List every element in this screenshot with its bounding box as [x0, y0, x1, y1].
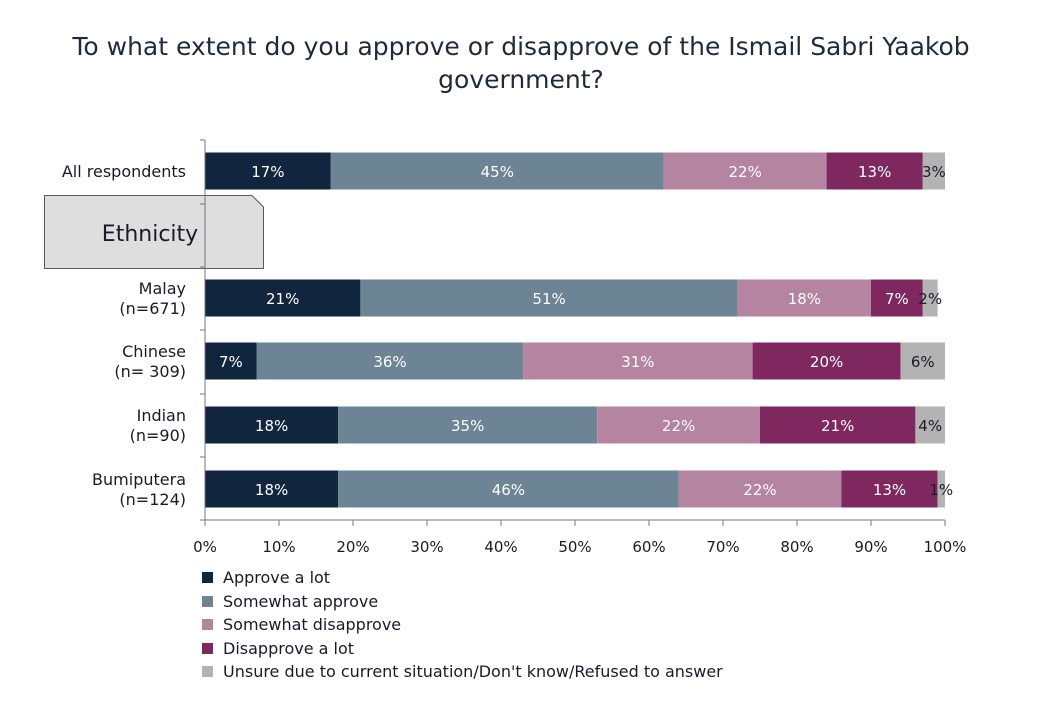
x-tick-label: 100% — [924, 538, 967, 556]
bar-segment — [205, 152, 331, 190]
bar-segment — [760, 406, 916, 444]
data-label: 4% — [918, 417, 942, 435]
bar-segment — [256, 342, 524, 380]
legend-item: Unsure due to current situation/Don't kn… — [202, 660, 723, 684]
bar-segment — [663, 152, 827, 190]
legend-label: Approve a lot — [223, 568, 331, 587]
category-label: Bumiputera — [92, 470, 186, 489]
category-label: Malay — [139, 279, 186, 298]
bar-segment — [826, 152, 923, 190]
data-label: 46% — [492, 481, 525, 499]
data-label: 22% — [743, 481, 776, 499]
bar-segment — [338, 470, 679, 508]
legend-swatch — [202, 595, 213, 607]
legend-item: Somewhat disapprove — [202, 613, 723, 637]
legend-label: Somewhat approve — [223, 591, 379, 611]
bar-segment — [737, 279, 871, 317]
data-label: 18% — [788, 290, 821, 308]
data-label: 13% — [873, 481, 906, 499]
category-label: All respondents — [62, 162, 186, 181]
data-label: 31% — [621, 353, 654, 371]
bar-segment — [841, 470, 938, 508]
data-label: 1% — [929, 481, 953, 499]
bar-segment — [205, 279, 361, 317]
x-tick-label: 30% — [410, 538, 443, 556]
x-tick-label: 90% — [854, 538, 887, 556]
x-tick-label: 80% — [780, 538, 813, 556]
data-label: 45% — [481, 163, 514, 181]
bar-segment — [360, 279, 738, 317]
data-label: 18% — [255, 481, 288, 499]
legend-item: Disapprove a lot — [202, 637, 723, 661]
data-label: 2% — [918, 290, 942, 308]
category-label: (n=124) — [119, 490, 186, 509]
legend-label: Disapprove a lot — [223, 638, 355, 658]
legend: Approve a lot Somewhat approve Somewhat di… — [202, 566, 723, 684]
category-label: Indian — [137, 406, 186, 425]
chart-title-line-2: government? — [438, 65, 604, 94]
data-label: 20% — [810, 353, 843, 371]
legend-swatch — [202, 666, 213, 678]
section-tab-label: Ethnicity — [101, 222, 199, 247]
bar-segment — [597, 406, 760, 444]
section-tab — [44, 195, 264, 269]
bar-segment — [922, 279, 938, 317]
data-label: 35% — [451, 417, 484, 435]
data-label: 21% — [821, 417, 854, 435]
x-tick-label: 40% — [484, 538, 517, 556]
bar-segment — [205, 470, 339, 508]
legend-item: Somewhat approve — [202, 590, 723, 614]
x-tick-label: 10% — [262, 538, 295, 556]
bar-segment — [915, 406, 945, 444]
chart-title-line-1: To what extent do you approve or disappr… — [72, 32, 970, 61]
data-label: 6% — [911, 353, 935, 371]
data-label: 7% — [219, 353, 243, 371]
category-label: Chinese — [122, 342, 186, 361]
bar-segment — [523, 342, 753, 380]
bar-segment — [205, 406, 339, 444]
data-label: 3% — [922, 163, 946, 181]
data-label: 22% — [662, 417, 695, 435]
category-label: (n=90) — [130, 426, 186, 445]
bar-segment — [871, 279, 923, 317]
data-label: 13% — [858, 163, 891, 181]
data-label: 21% — [266, 290, 299, 308]
x-tick-label: 70% — [706, 538, 739, 556]
legend-label: Somewhat disapprove — [223, 615, 402, 634]
category-label: (n= 309) — [114, 362, 186, 381]
x-tick-label: 0% — [193, 538, 217, 556]
legend-label: Unsure due to current situation/Don't kn… — [223, 662, 723, 681]
bar-segment — [752, 342, 901, 380]
bar-segment — [205, 342, 257, 380]
data-label: 36% — [373, 353, 406, 371]
x-tick-label: 60% — [632, 538, 665, 556]
bar-segment — [900, 342, 945, 380]
data-label: 22% — [729, 163, 762, 181]
bar-segment — [338, 406, 598, 444]
bar-segment — [678, 470, 842, 508]
bar-segment — [330, 152, 664, 190]
legend-item: Approve a lot — [202, 566, 723, 590]
data-label: 18% — [255, 417, 288, 435]
bar-segment — [922, 152, 945, 190]
bar-segment — [937, 470, 945, 508]
data-label: 17% — [251, 163, 284, 181]
data-label: 7% — [885, 290, 909, 308]
legend-swatch — [202, 572, 213, 584]
legend-swatch — [202, 642, 213, 654]
x-tick-label: 20% — [336, 538, 369, 556]
chart-title: To what extent do you approve or disappr… — [0, 30, 1042, 96]
category-label: (n=671) — [119, 299, 186, 318]
data-label: 51% — [532, 290, 565, 308]
legend-swatch — [202, 619, 213, 631]
x-tick-label: 50% — [558, 538, 591, 556]
